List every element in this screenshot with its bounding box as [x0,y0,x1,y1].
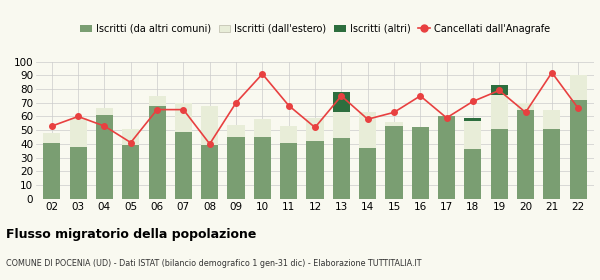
Bar [122,129,139,145]
Bar [254,119,271,137]
Bar [544,129,560,199]
Bar [333,112,350,138]
Bar [201,145,218,199]
Bar [201,106,218,145]
Bar [491,129,508,199]
Bar [569,75,587,100]
Bar [359,148,376,199]
Bar [385,122,403,126]
Legend: Iscritti (da altri comuni), Iscritti (dall'estero), Iscritti (altri), Cancellati: Iscritti (da altri comuni), Iscritti (da… [76,20,554,38]
Bar [333,92,350,112]
Bar [412,127,429,199]
Bar [43,133,61,143]
Bar [569,100,587,199]
Bar [491,95,508,129]
Bar [96,115,113,199]
Bar [464,118,481,121]
Bar [227,137,245,199]
Bar [464,121,481,150]
Bar [149,106,166,199]
Bar [517,110,534,199]
Bar [333,138,350,199]
Bar [385,126,403,199]
Bar [122,145,139,199]
Bar [43,143,61,199]
Bar [175,132,192,199]
Bar [307,141,323,199]
Bar [96,108,113,115]
Text: Flusso migratorio della popolazione: Flusso migratorio della popolazione [6,228,256,241]
Text: COMUNE DI POCENIA (UD) - Dati ISTAT (bilancio demografico 1 gen-31 dic) - Elabor: COMUNE DI POCENIA (UD) - Dati ISTAT (bil… [6,259,421,268]
Bar [175,103,192,132]
Bar [307,118,323,141]
Bar [359,112,376,148]
Bar [280,143,297,199]
Bar [227,125,245,137]
Bar [517,103,534,110]
Bar [70,118,86,147]
Bar [70,147,86,199]
Bar [280,126,297,143]
Bar [491,85,508,95]
Bar [438,116,455,199]
Bar [149,96,166,106]
Bar [544,110,560,129]
Bar [254,137,271,199]
Bar [464,150,481,199]
